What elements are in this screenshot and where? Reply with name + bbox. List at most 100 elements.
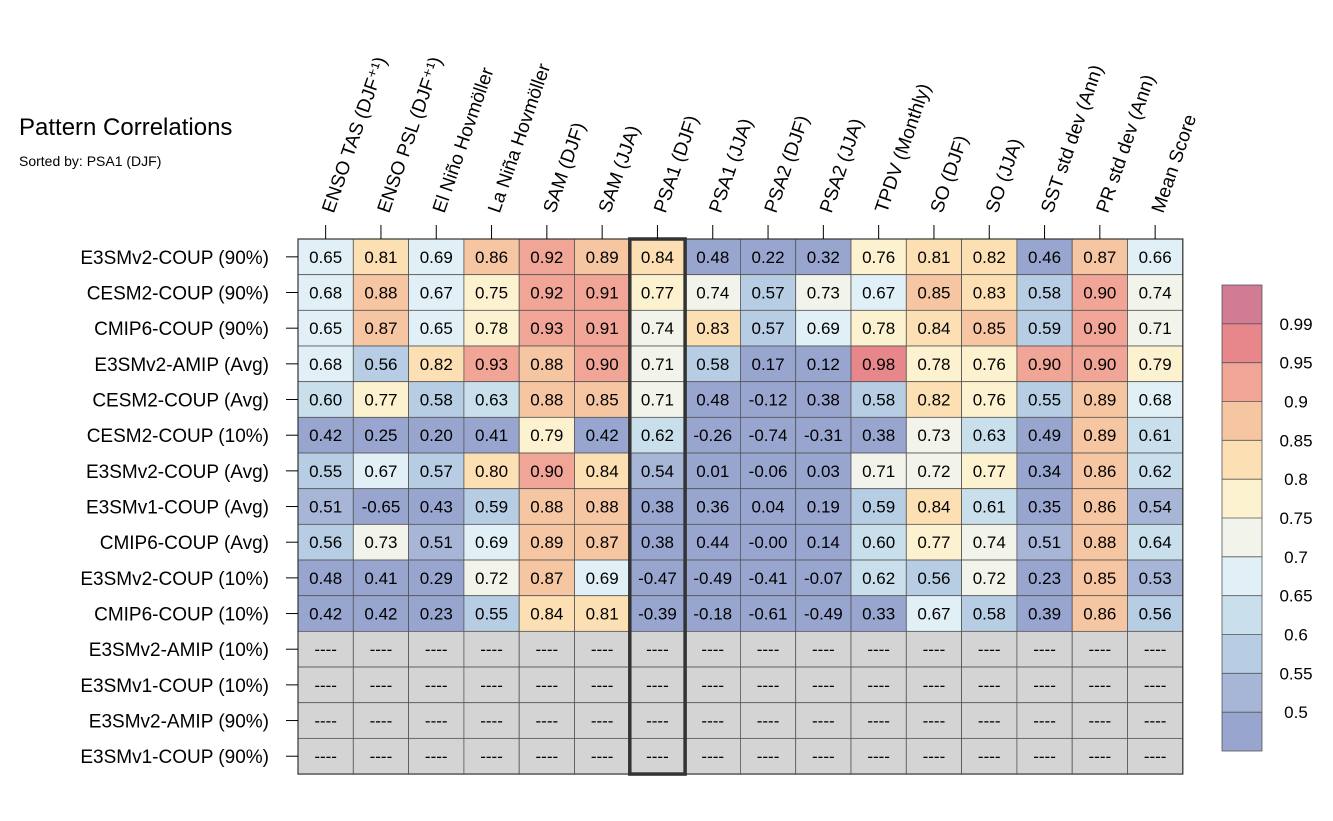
- cell-value: ----: [591, 676, 614, 695]
- cell-value: 0.51: [420, 533, 453, 552]
- heatmap-cell: [574, 737, 631, 775]
- column-label: SAM (DJF): [540, 120, 590, 216]
- heatmap-cell: [740, 274, 797, 311]
- heatmap-cell: [352, 452, 409, 490]
- cell-value: 0.59: [1028, 319, 1061, 338]
- heatmap-cell: [297, 488, 354, 525]
- heatmap-cell: [408, 345, 465, 383]
- cell-value: 0.82: [420, 355, 453, 374]
- cell-value: 0.73: [917, 426, 950, 445]
- heatmap-cell: [518, 737, 575, 775]
- heatmap-cell: [795, 488, 852, 525]
- cell-value: -0.65: [362, 498, 401, 517]
- cell-value: 0.79: [530, 426, 563, 445]
- cell-value: 0.85: [1083, 569, 1116, 588]
- cell-value: 0.17: [752, 355, 785, 374]
- cell-value: 0.67: [862, 284, 895, 303]
- row-label: E3SMv1-COUP (90%): [80, 747, 269, 768]
- cell-value: -0.41: [749, 569, 788, 588]
- cell-value: -0.61: [749, 605, 788, 624]
- colorbar-swatch: [1222, 518, 1262, 557]
- heatmap-cell: [1071, 702, 1128, 739]
- heatmap-cell: [740, 381, 797, 418]
- cell-value: 0.63: [475, 391, 508, 410]
- heatmap-cell: [518, 666, 575, 704]
- heatmap-cell: [518, 345, 575, 383]
- heatmap-cell: [297, 595, 354, 632]
- cell-value: ----: [646, 640, 669, 659]
- cell-value: 0.01: [696, 462, 729, 481]
- heatmap-cell: [1016, 666, 1073, 704]
- cell-value: 0.90: [1083, 319, 1116, 338]
- heatmap-cell: [408, 737, 465, 775]
- cell-value: 0.42: [364, 605, 397, 624]
- cell-value: 0.65: [309, 319, 342, 338]
- colorbar-tick-label: 0.95: [1279, 354, 1312, 373]
- heatmap-cell: [297, 452, 354, 490]
- cell-value: ----: [701, 747, 724, 766]
- heatmap-cell: [463, 488, 520, 525]
- cell-value: 0.58: [973, 605, 1006, 624]
- heatmap-cell: [463, 523, 520, 561]
- heatmap-cell: [352, 381, 409, 418]
- row-label: CMIP6-COUP (Avg): [100, 533, 269, 554]
- row-label: CESM2-COUP (10%): [87, 426, 269, 447]
- heatmap-cell: [905, 559, 962, 597]
- cell-value: 0.29: [420, 569, 453, 588]
- heatmap-cell: [408, 559, 465, 597]
- cell-value: 0.84: [530, 605, 563, 624]
- heatmap-cell: [352, 238, 409, 276]
- heatmap-cell: [1071, 737, 1128, 775]
- heatmap-cell: [518, 274, 575, 311]
- cell-value: 0.71: [862, 462, 895, 481]
- cell-value: ----: [425, 640, 448, 659]
- cell-value: 0.86: [1083, 462, 1116, 481]
- cell-value: 0.76: [862, 248, 895, 267]
- heatmap-cell: [463, 381, 520, 418]
- heatmap-cell: [905, 452, 962, 490]
- heatmap-cell: [574, 595, 631, 632]
- heatmap-cell: [1071, 666, 1128, 704]
- cell-value: 0.42: [309, 426, 342, 445]
- cell-value: ----: [923, 712, 946, 731]
- cell-value: 0.92: [530, 284, 563, 303]
- cell-value: ----: [757, 676, 780, 695]
- heatmap-cell: [961, 737, 1018, 775]
- cell-value: 0.83: [696, 319, 729, 338]
- row-labels: E3SMv2-COUP (90%) CESM2-COUP (90%) CMIP6-C…: [80, 248, 298, 768]
- cell-value: 0.41: [475, 426, 508, 445]
- heatmap-cell: [1016, 523, 1073, 561]
- heatmap-cell: [574, 452, 631, 490]
- cell-value: 0.98: [862, 355, 895, 374]
- cell-value: 0.53: [1139, 569, 1172, 588]
- row-label: E3SMv1-COUP (Avg): [86, 498, 269, 519]
- cell-value: 0.73: [807, 284, 840, 303]
- cell-value: 0.38: [862, 426, 895, 445]
- cell-value: 0.56: [309, 533, 342, 552]
- heatmap-cell: [629, 559, 686, 597]
- cell-value: 0.46: [1028, 248, 1061, 267]
- heatmap-cell: [961, 559, 1018, 597]
- cell-value: ----: [370, 676, 393, 695]
- heatmap-cell: [408, 274, 465, 311]
- heatmap-cell: [574, 345, 631, 383]
- heatmap-cell: [297, 630, 354, 668]
- cell-value: 0.89: [530, 533, 563, 552]
- heatmap-cell: [297, 666, 354, 704]
- cell-value: 0.91: [586, 319, 619, 338]
- heatmap-cell: [1127, 416, 1184, 454]
- row-label: E3SMv2-AMIP (90%): [89, 712, 269, 733]
- cell-value: ----: [978, 712, 1001, 731]
- heatmap-cell: [1127, 309, 1184, 347]
- heatmap-cell: [629, 630, 686, 668]
- cell-value: ----: [314, 640, 337, 659]
- cell-value: 0.03: [807, 462, 840, 481]
- cell-value: 0.86: [1083, 605, 1116, 624]
- column-label: PSA2 (JJA): [816, 116, 868, 216]
- column-labels: ENSO TAS (DJF⁺¹)ENSO PSL (DJF⁺¹)El Niño …: [319, 54, 1201, 239]
- cell-value: 0.55: [1028, 391, 1061, 410]
- cell-value: ----: [370, 640, 393, 659]
- cell-value: ----: [978, 640, 1001, 659]
- heatmap-cell: [1071, 523, 1128, 561]
- cell-value: 0.72: [917, 462, 950, 481]
